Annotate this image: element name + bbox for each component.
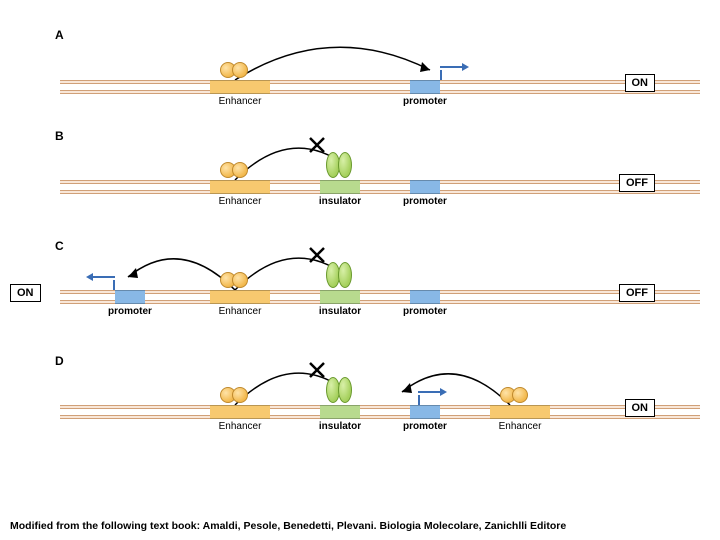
panel-c: C promoter Enhancer insulator <box>60 235 700 325</box>
enhancer-label-b: Enhancer <box>219 196 262 207</box>
enhancer-region-b: Enhancer <box>210 180 270 194</box>
status-b: OFF <box>619 174 655 192</box>
promoter-label: promoter <box>403 96 447 107</box>
promoter-region-a: promoter <box>410 80 440 94</box>
dna-track-b: Enhancer insulator promoter <box>60 180 700 194</box>
promoter-left-c: promoter <box>115 290 145 304</box>
activator-pair-d-right <box>500 387 528 406</box>
txn-arrow-a <box>440 66 470 80</box>
enhancer-region-d-left: Enhancer <box>210 405 270 419</box>
insulator-region-c: insulator <box>320 290 360 304</box>
activator-pair-a <box>220 62 248 81</box>
txn-arrow-d <box>418 391 448 405</box>
panel-b: B Enhancer insulator promoter OFF <box>60 125 700 215</box>
enhancer-label-d2: Enhancer <box>499 421 542 432</box>
insulator-label-b: insulator <box>319 196 361 207</box>
enhancer-label: Enhancer <box>219 96 262 107</box>
enhancer-region-d-right: Enhancer <box>490 405 550 419</box>
txn-arrow-c-left <box>85 276 115 290</box>
insulator-protein-c <box>326 262 352 291</box>
status-a: ON <box>625 74 656 92</box>
panel-a-label: A <box>55 28 64 42</box>
enhancer-region-a: Enhancer <box>210 80 270 94</box>
activator-pair-c <box>220 272 248 291</box>
dna-track-a: Enhancer promoter <box>60 80 700 94</box>
status-d: ON <box>625 399 656 417</box>
insulator-protein-d <box>326 377 352 406</box>
promoter-label-b: promoter <box>403 196 447 207</box>
promoter-left-label-c: promoter <box>108 306 152 317</box>
dna-track-c: promoter Enhancer insulator promoter <box>60 290 700 304</box>
panel-d-label: D <box>55 354 64 368</box>
promoter-right-label-c: promoter <box>403 306 447 317</box>
panel-d: D Enhancer insulator promoter <box>60 350 700 445</box>
panel-c-label: C <box>55 239 64 253</box>
activator-pair-d-left <box>220 387 248 406</box>
insulator-region-d: insulator <box>320 405 360 419</box>
activator-pair-b <box>220 162 248 181</box>
promoter-region-d: promoter <box>410 405 440 419</box>
loop-arrow-a <box>230 40 440 80</box>
promoter-label-d: promoter <box>403 421 447 432</box>
insulator-label-d: insulator <box>319 421 361 432</box>
insulator-label-c: insulator <box>319 306 361 317</box>
panel-a: A Enhancer promoter ON <box>60 20 700 100</box>
enhancer-label-d1: Enhancer <box>219 421 262 432</box>
dna-track-d: Enhancer insulator promoter Enhancer <box>60 405 700 419</box>
panel-b-label: B <box>55 129 64 143</box>
enhancer-region-c: Enhancer <box>210 290 270 304</box>
status-c-right: OFF <box>619 284 655 302</box>
enhancer-label-c: Enhancer <box>219 306 262 317</box>
insulator-region-b: insulator <box>320 180 360 194</box>
promoter-region-b: promoter <box>410 180 440 194</box>
insulator-protein-b <box>326 152 352 181</box>
status-c-left: ON <box>10 284 41 302</box>
promoter-right-c: promoter <box>410 290 440 304</box>
citation-text: Modified from the following text book: A… <box>10 520 710 532</box>
